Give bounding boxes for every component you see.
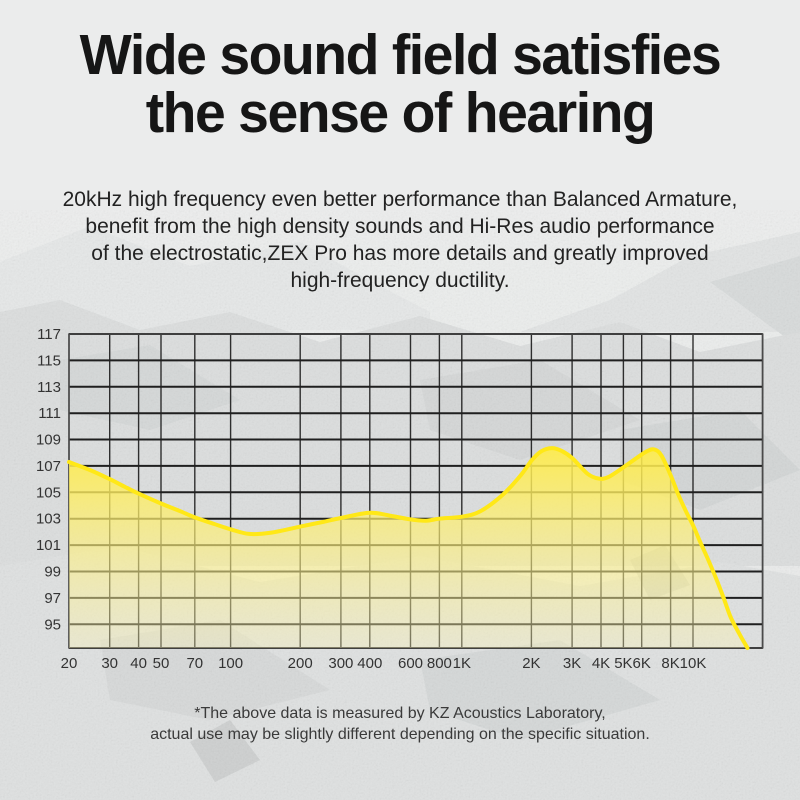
x-axis-label: 40 xyxy=(130,655,147,672)
y-axis-label: 97 xyxy=(44,590,61,607)
y-axis-label: 107 xyxy=(36,458,61,475)
x-axis-label: 4K xyxy=(592,655,610,672)
y-axis-label: 101 xyxy=(36,537,61,554)
y-axis-label: 117 xyxy=(37,326,61,343)
x-axis-label: 70 xyxy=(186,655,203,672)
footnote-line: *The above data is measured by KZ Acoust… xyxy=(194,705,606,722)
x-axis-label: 400 xyxy=(357,655,382,672)
axis-labels: 117 115 113 111 109 107 105 103 101 99 97 95 20 30 40 5… xyxy=(36,326,706,672)
x-axis-label: 8K xyxy=(661,655,679,672)
x-axis-label: 300 xyxy=(328,655,353,672)
footnote-text: *The above data is measured by KZ Acoust… xyxy=(0,703,800,745)
x-axis-label: 3K xyxy=(563,655,581,672)
subtitle-line: high-frequency ductility. xyxy=(290,269,510,292)
chart-grid xyxy=(68,333,764,649)
y-axis-label: 113 xyxy=(37,379,61,396)
subtitle-line: benefit from the high density sounds and… xyxy=(85,215,715,238)
x-axis-label: 1K xyxy=(453,655,471,672)
y-axis-label: 115 xyxy=(37,352,61,369)
y-axis-label: 99 xyxy=(44,564,61,581)
y-axis-label: 111 xyxy=(38,405,61,422)
response-curve xyxy=(67,446,750,650)
plot-frame xyxy=(68,333,764,649)
footnote-line: actual use may be slightly different dep… xyxy=(150,726,650,743)
response-line xyxy=(67,446,750,650)
x-axis-label: 50 xyxy=(153,655,170,672)
x-axis-label: 600 xyxy=(398,655,423,672)
title-wrap: Wide sound field satisfies the sense of … xyxy=(12,26,788,142)
x-axis-label: 30 xyxy=(101,655,118,672)
sky-fade xyxy=(0,0,800,210)
subtitle-line: of the electrostatic,ZEX Pro has more de… xyxy=(91,242,709,265)
x-axis-label: 200 xyxy=(288,655,313,672)
x-axis-label: 20 xyxy=(61,655,78,672)
response-area xyxy=(69,448,748,648)
page-title-line2: the sense of hearing xyxy=(145,81,656,145)
x-axis-label: 6K xyxy=(633,655,651,672)
page-title: Wide sound field satisfies the sense of … xyxy=(12,26,788,142)
x-axis-label: 10K xyxy=(680,655,707,672)
subtitle-line: 20kHz high frequency even better perform… xyxy=(62,188,738,211)
subtitle-text: 20kHz high frequency even better perform… xyxy=(0,186,800,294)
y-axis-label: 109 xyxy=(36,432,61,449)
page-title-line1: Wide sound field satisfies xyxy=(79,23,722,87)
x-axis-label: 2K xyxy=(522,655,540,672)
x-axis-label: 5K xyxy=(614,655,632,672)
y-axis-label: 95 xyxy=(44,616,61,633)
x-axis-label: 100 xyxy=(218,655,243,672)
x-axis-label: 800 xyxy=(427,655,452,672)
y-axis-label: 105 xyxy=(36,484,61,501)
y-axis-label: 103 xyxy=(36,511,61,528)
